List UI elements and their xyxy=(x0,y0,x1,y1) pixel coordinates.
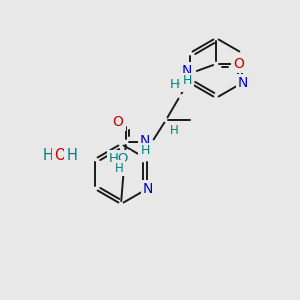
Text: H: H xyxy=(169,124,178,136)
Text: N: N xyxy=(143,182,153,196)
Text: HO: HO xyxy=(109,152,129,164)
Text: N: N xyxy=(238,76,248,90)
Text: H: H xyxy=(182,74,192,88)
Text: H: H xyxy=(115,161,123,175)
Text: O: O xyxy=(54,148,66,163)
Text: H: H xyxy=(67,148,77,163)
Text: H: H xyxy=(140,145,150,158)
Text: H: H xyxy=(43,148,53,163)
Text: O: O xyxy=(234,57,244,71)
Text: N: N xyxy=(182,64,192,78)
Text: HO: HO xyxy=(170,77,190,91)
Text: N: N xyxy=(140,134,150,148)
Text: O: O xyxy=(112,115,123,129)
